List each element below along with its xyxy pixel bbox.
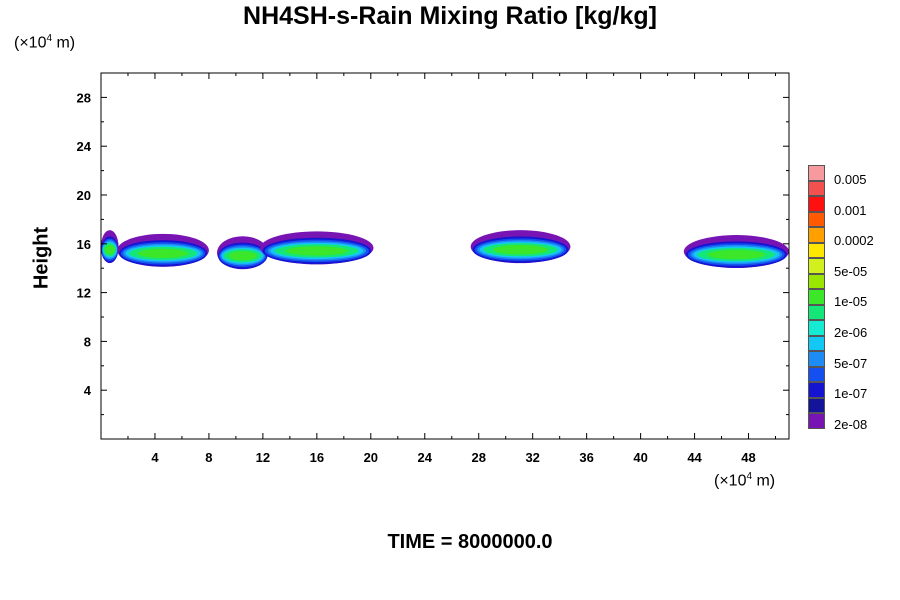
- cloud-layer: [683, 235, 789, 269]
- y-axis-unit: (×104 m): [14, 33, 76, 52]
- colorbar-label: 5e-05: [834, 263, 868, 279]
- colorbar-swatch: [808, 211, 825, 227]
- cloud-layer: [117, 233, 209, 267]
- y-tick-label: 8: [84, 334, 91, 349]
- x-tick-label: 36: [579, 450, 593, 465]
- x-tick-label: 20: [364, 450, 378, 465]
- colorbar-swatch: [808, 258, 825, 274]
- cloud-contour: [493, 245, 548, 255]
- colorbar-legend: [808, 165, 826, 429]
- colorbar-label: 2e-06: [834, 325, 868, 340]
- colorbar-label: 0.005: [834, 172, 867, 187]
- x-tick-label: 4: [151, 450, 159, 465]
- cloud-contour: [104, 245, 115, 255]
- colorbar-label: 1e-07: [834, 386, 868, 402]
- x-tick-label: 8: [205, 450, 212, 465]
- colorbar-swatch: [808, 304, 825, 320]
- x-tick-label: 28: [471, 450, 485, 465]
- colorbar-label: 0.001: [834, 202, 867, 218]
- colorbar-swatch: [808, 351, 825, 367]
- cloud-layers: [101, 230, 789, 270]
- y-tick-label: 4: [84, 383, 92, 398]
- colorbar-label: 0.0002: [834, 233, 874, 249]
- colorbar-label: 1e-05: [834, 294, 868, 310]
- colorbar-swatch: [808, 180, 825, 196]
- y-tick-label: 16: [77, 237, 91, 252]
- x-tick-label: 48: [741, 450, 755, 465]
- x-tick-label: 44: [687, 450, 702, 465]
- colorbar-swatch: [808, 196, 825, 212]
- colorbar-swatch: [808, 397, 825, 413]
- cloud-layer: [260, 231, 374, 265]
- x-tick-label: 16: [310, 450, 324, 465]
- chart-title: NH4SH-s-Rain Mixing Ratio [kg/kg]: [243, 2, 657, 30]
- colorbar-label: 2e-08: [834, 416, 868, 432]
- cloud-layer: [217, 236, 269, 270]
- plot-frame: [100, 72, 790, 440]
- colorbar-swatch: [808, 382, 825, 398]
- y-tick-label: 12: [77, 286, 91, 301]
- time-label: TIME = 8000000.0: [387, 531, 553, 553]
- colorbar-swatch: [808, 273, 825, 289]
- cloud-contour: [137, 248, 189, 258]
- cloud-contour: [707, 249, 766, 260]
- colorbar-swatch: [808, 289, 825, 305]
- cloud-contour: [228, 251, 257, 261]
- colorbar-swatch: [808, 413, 825, 429]
- x-tick-label: 32: [525, 450, 539, 465]
- colorbar-label: 5e-07: [834, 355, 868, 371]
- y-tick-label: 28: [77, 90, 91, 105]
- cloud-layer: [101, 230, 119, 264]
- colorbar-swatch: [808, 242, 825, 258]
- colorbar-swatch: [808, 320, 825, 336]
- colorbar-swatch: [808, 366, 825, 382]
- colorbar-swatch: [808, 165, 825, 181]
- cloud-contour: [285, 246, 349, 256]
- y-tick-label: 20: [77, 188, 91, 203]
- y-tick-label: 24: [77, 139, 92, 154]
- x-tick-label: 12: [256, 450, 270, 465]
- cloud-layer: [470, 230, 571, 264]
- colorbar-swatch: [808, 227, 825, 243]
- x-tick-label: 40: [633, 450, 647, 465]
- x-axis-unit: (×104 m): [714, 471, 776, 490]
- x-tick-label: 24: [418, 450, 433, 465]
- colorbar-swatch: [808, 335, 825, 351]
